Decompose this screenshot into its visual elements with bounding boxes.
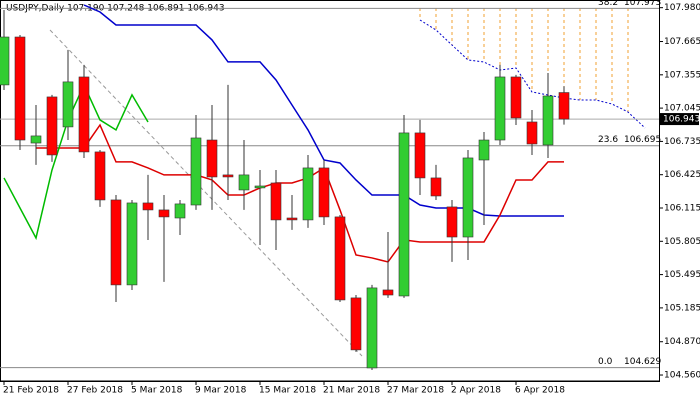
y-tick-label: 106.115	[664, 204, 700, 214]
candle-body	[478, 139, 490, 161]
candle-body	[382, 289, 394, 296]
y-tick-label: 106.735	[664, 137, 700, 147]
fib-value: 104.629	[624, 357, 661, 367]
price-box	[659, 113, 699, 126]
candle-body	[190, 137, 202, 206]
candle-body	[558, 92, 570, 120]
fib-level: 0.0	[598, 357, 613, 367]
fib-value: 107.973	[624, 0, 661, 8]
fib-level: 23.6	[598, 135, 618, 145]
candle-body	[94, 151, 106, 201]
y-tick-label: 104.870	[664, 337, 700, 347]
price-label: 106.943	[663, 115, 700, 125]
trend-line	[49, 29, 363, 357]
candle-body	[254, 185, 266, 189]
fib-level: 38.2	[598, 0, 618, 8]
candle-body	[78, 76, 90, 153]
x-tick-label: 6 Apr 2018	[515, 386, 565, 396]
y-tick-label: 105.495	[664, 270, 700, 280]
x-tick-label: 15 Mar 2018	[259, 386, 316, 396]
candle-body	[0, 36, 10, 86]
y-tick-label: 104.560	[664, 371, 700, 381]
candle-body	[350, 297, 362, 351]
candle-body	[222, 174, 234, 178]
candle-body	[158, 209, 170, 218]
candle-body	[414, 132, 426, 179]
candle-body	[446, 206, 458, 238]
candle-body	[126, 202, 138, 286]
candle-body	[398, 132, 410, 297]
x-tick-label: 27 Mar 2018	[387, 386, 444, 396]
x-tick-label: 5 Mar 2018	[131, 386, 183, 396]
cloud-lines	[419, 8, 629, 112]
candle-body	[318, 167, 330, 218]
x-tick-label: 21 Feb 2018	[3, 386, 59, 396]
candle-body	[174, 203, 186, 219]
candle-body	[14, 36, 26, 141]
candle-body	[46, 96, 58, 156]
x-tick-label: 9 Mar 2018	[195, 386, 247, 396]
candle-body	[494, 76, 506, 141]
x-tick-label: 21 Mar 2018	[323, 386, 380, 396]
candle-body	[30, 135, 42, 144]
y-tick-label: 106.425	[664, 170, 700, 180]
candle-body	[286, 217, 298, 221]
x-tick-label: 2 Apr 2018	[451, 386, 501, 396]
y-tick-label: 107.355	[664, 70, 700, 80]
indicator-line	[36, 123, 564, 263]
fib-value: 106.695	[624, 135, 661, 145]
candle-body	[62, 81, 74, 128]
candle-body	[510, 76, 522, 119]
indicator-line	[3, 83, 149, 241]
candle-body	[302, 167, 314, 221]
candle-body	[366, 287, 378, 369]
candle-body	[430, 177, 442, 197]
candle-body	[334, 216, 346, 301]
candle-body	[462, 157, 474, 238]
y-tick-label: 107.980	[664, 3, 700, 13]
y-tick-label: 107.665	[664, 37, 700, 47]
candle-body	[206, 139, 218, 178]
x-tick-label: 27 Feb 2018	[67, 386, 123, 396]
candle-body	[542, 95, 554, 146]
cloud-edge	[419, 19, 646, 129]
candle-body	[110, 199, 122, 286]
candle-body	[526, 121, 538, 145]
y-tick-label: 105.805	[664, 237, 700, 247]
y-tick-label: 105.185	[664, 303, 700, 313]
y-tick-label: 107.045	[664, 104, 700, 114]
candle-body	[142, 202, 154, 211]
candle-body	[238, 174, 250, 191]
candle-body	[270, 182, 282, 221]
